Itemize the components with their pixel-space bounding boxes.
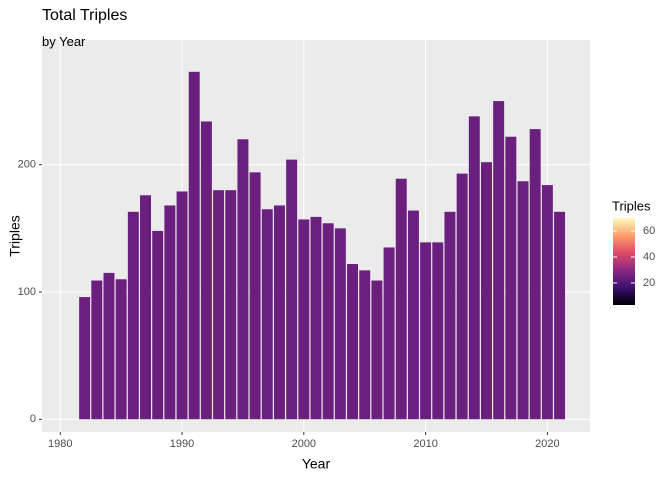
y-tick-label: 100 <box>18 286 36 298</box>
x-tick-label: 1980 <box>48 438 72 450</box>
chart-subtitle: by Year <box>42 34 86 49</box>
bar <box>188 71 200 420</box>
x-tick-label: 2010 <box>413 438 437 450</box>
bar <box>115 279 127 420</box>
x-tick-label: 2020 <box>535 438 559 450</box>
bar <box>432 242 444 420</box>
bar <box>371 280 383 420</box>
x-tick-label: 1990 <box>170 438 194 450</box>
legend-label: 20 <box>643 277 655 289</box>
chart-title: Total Triples <box>42 7 127 24</box>
bar <box>444 211 456 420</box>
bar <box>164 205 176 420</box>
bar <box>407 210 419 420</box>
bar <box>91 280 103 420</box>
bar <box>541 185 553 420</box>
y-tick-label: 0 <box>30 413 36 425</box>
y-tick-label: 200 <box>18 159 36 171</box>
bar <box>505 136 517 420</box>
bar <box>310 216 322 420</box>
bar <box>127 211 139 420</box>
bar <box>493 101 505 420</box>
bar <box>554 211 566 420</box>
bar <box>420 242 432 420</box>
bar <box>176 191 188 420</box>
bar <box>213 190 225 420</box>
bar <box>468 116 480 420</box>
bar <box>529 129 541 420</box>
bar <box>456 173 468 420</box>
bar <box>225 190 237 420</box>
x-tick-label: 2000 <box>292 438 316 450</box>
x-axis-title: Year <box>302 456 331 472</box>
bar <box>298 219 310 420</box>
bar <box>200 121 212 420</box>
legend-label: 40 <box>643 251 655 263</box>
bar <box>237 139 249 420</box>
bar <box>359 270 371 420</box>
bar <box>249 172 261 420</box>
legend-label: 60 <box>643 225 655 237</box>
legend-title: Triples <box>612 198 651 213</box>
bar <box>334 228 346 420</box>
bar <box>517 181 529 420</box>
bar <box>273 205 285 420</box>
bar <box>395 178 407 420</box>
bar <box>103 272 115 420</box>
bar <box>347 264 359 420</box>
bar <box>140 195 151 420</box>
y-axis-title: Triples <box>7 215 23 257</box>
bar <box>152 230 164 420</box>
bar <box>322 223 334 420</box>
bar <box>79 297 91 420</box>
color-bar <box>613 218 635 305</box>
bar <box>261 209 273 420</box>
bar <box>286 159 298 420</box>
bar <box>383 247 395 420</box>
bar <box>481 162 492 420</box>
